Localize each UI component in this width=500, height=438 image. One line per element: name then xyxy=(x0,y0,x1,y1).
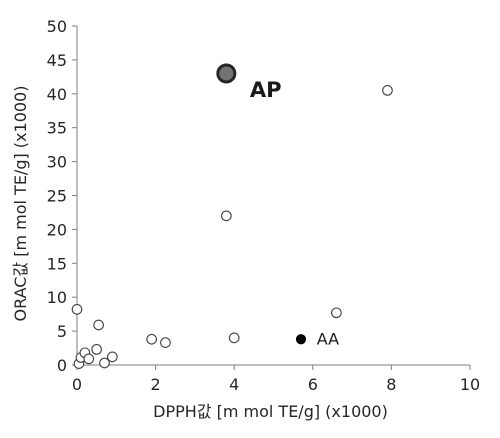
y-tick-label: 10 xyxy=(47,288,67,307)
x-axis: 0 2 4 6 8 10 xyxy=(72,364,480,394)
data-point xyxy=(146,333,158,345)
y-axis-title: ORAC값 [m mol TE/g] (x1000) xyxy=(11,86,30,322)
data-point xyxy=(99,357,110,369)
annotations: AP AA xyxy=(250,78,339,348)
x-tick-label: 6 xyxy=(308,375,318,394)
data-point xyxy=(71,304,83,315)
y-tick-label: 0 xyxy=(57,356,67,375)
data-point xyxy=(107,351,118,363)
data-point xyxy=(220,210,232,222)
y-tick-label: 25 xyxy=(47,187,67,206)
data-point xyxy=(331,307,342,319)
x-axis-title: DPPH값 [m mol TE/g] (x1000) xyxy=(153,402,388,421)
y-tick-label: 45 xyxy=(47,51,67,70)
y-axis: 0 5 10 15 20 25 30 35 40 45 50 xyxy=(47,17,78,375)
data-point xyxy=(91,344,102,355)
data-point xyxy=(382,85,393,96)
annotation-aa: AA xyxy=(317,330,339,349)
y-tick-label: 15 xyxy=(47,254,67,273)
aa-point xyxy=(295,334,307,345)
x-tick-label: 4 xyxy=(229,375,239,394)
y-tick-label: 50 xyxy=(47,17,67,36)
y-tick-label: 30 xyxy=(47,153,67,172)
data-point xyxy=(83,353,95,365)
annotation-ap: AP xyxy=(250,78,282,102)
y-tick-label: 40 xyxy=(47,85,67,104)
data-point xyxy=(93,319,104,331)
x-tick-label: 0 xyxy=(72,375,82,394)
y-tick-label: 20 xyxy=(47,220,67,239)
x-tick-label: 8 xyxy=(386,375,396,394)
data-point xyxy=(228,332,240,344)
ap-point xyxy=(216,63,237,84)
y-tick-label: 35 xyxy=(47,119,67,138)
data-point xyxy=(160,337,171,348)
x-tick-label: 2 xyxy=(151,375,161,394)
x-tick-label: 10 xyxy=(460,375,480,394)
data-points xyxy=(71,63,393,369)
y-tick-label: 5 xyxy=(57,322,67,341)
